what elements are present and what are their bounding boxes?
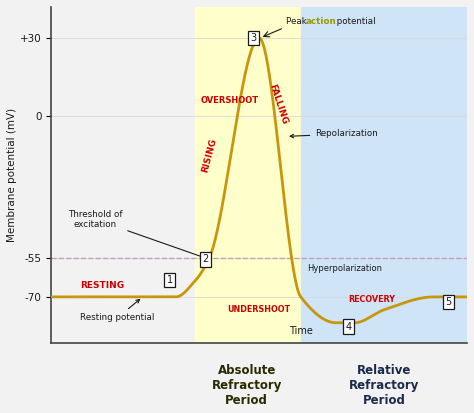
Text: Hyperpolarization: Hyperpolarization — [307, 264, 382, 273]
Y-axis label: Membrane potential (mV): Membrane potential (mV) — [7, 108, 17, 242]
Text: 3: 3 — [251, 33, 257, 43]
Text: 2: 2 — [202, 254, 208, 264]
Text: Repolarization: Repolarization — [290, 129, 378, 138]
Text: action: action — [306, 17, 337, 26]
Text: Threshold of
excitation: Threshold of excitation — [68, 209, 205, 259]
Bar — [195, 7, 301, 344]
Text: 1: 1 — [167, 275, 173, 285]
Text: RECOVERY: RECOVERY — [348, 295, 395, 304]
Text: UNDERSHOOT: UNDERSHOOT — [228, 306, 291, 314]
Text: OVERSHOOT: OVERSHOOT — [201, 96, 259, 105]
Text: RESTING: RESTING — [80, 281, 125, 290]
Text: RISING: RISING — [201, 137, 218, 173]
Text: Peak: Peak — [286, 17, 310, 26]
Text: FALLING: FALLING — [268, 83, 289, 125]
Text: Resting potential: Resting potential — [80, 299, 155, 322]
Text: 5: 5 — [445, 297, 451, 307]
Text: potential: potential — [334, 17, 375, 26]
Text: 4: 4 — [346, 322, 352, 332]
Text: Absolute
Refractory
Period: Absolute Refractory Period — [211, 364, 282, 407]
Text: Relative
Refractory
Period: Relative Refractory Period — [349, 364, 419, 407]
Text: Time: Time — [289, 326, 313, 336]
Bar — [301, 7, 467, 344]
